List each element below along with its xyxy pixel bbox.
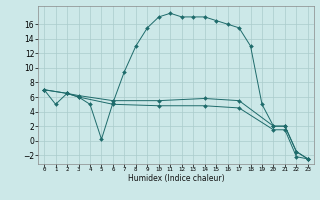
- X-axis label: Humidex (Indice chaleur): Humidex (Indice chaleur): [128, 174, 224, 183]
